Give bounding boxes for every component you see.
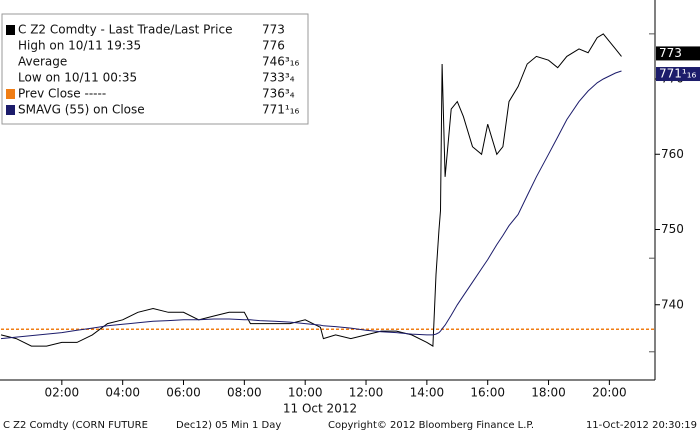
- x-tick-label: 08:00: [227, 386, 262, 400]
- legend-value: 736³₄: [262, 87, 295, 101]
- x-tick-label: 18:00: [531, 386, 566, 400]
- legend-value: 733³₄: [262, 71, 295, 85]
- last-value-label: 771¹₁₆: [659, 67, 697, 81]
- legend-swatch: [6, 105, 15, 115]
- y-tick-label: 740: [661, 297, 684, 311]
- x-tick-label: 02:00: [45, 386, 80, 400]
- last-value-box: [656, 67, 700, 82]
- footer: Copyright© 2012 Bloomberg Finance L.P.: [328, 420, 534, 431]
- y-tick-label: 750: [661, 222, 684, 236]
- last-value-label: 773: [659, 46, 682, 60]
- x-axis-label: 11 Oct 2012: [283, 402, 357, 416]
- series-line: [0, 70, 622, 340]
- x-tick-label: 14:00: [410, 386, 445, 400]
- series-line: [0, 33, 622, 347]
- legend-value: 746³₁₆: [262, 55, 300, 69]
- footer: Dec12) 05 Min 1 Day: [176, 420, 281, 431]
- x-tick-label: 06:00: [166, 386, 201, 400]
- legend-box: [1, 13, 309, 125]
- legend-value: 771¹₁₆: [262, 103, 300, 117]
- legend-label: Low on 10/11 00:35: [18, 71, 137, 85]
- footer: C Z2 Comdty (CORN FUTURE: [3, 420, 148, 431]
- x-tick-label: 10:00: [288, 386, 323, 400]
- x-tick-label: 12:00: [349, 386, 384, 400]
- x-tick-label: 04:00: [105, 386, 140, 400]
- legend-swatch: [6, 89, 15, 99]
- footer: 11-Oct-2012 20:30:19: [586, 420, 697, 431]
- y-tick-label: 760: [661, 147, 684, 161]
- legend-label: Average: [18, 55, 67, 69]
- legend-label: Prev Close -----: [18, 87, 106, 101]
- x-tick-label: 20:00: [592, 386, 627, 400]
- legend-swatch: [6, 25, 15, 35]
- x-tick-label: 16:00: [470, 386, 505, 400]
- legend-label: High on 10/11 19:35: [18, 39, 141, 53]
- legend-label: C Z2 Comdty - Last Trade/Last Price: [18, 23, 232, 37]
- legend-value: 776: [262, 39, 285, 53]
- legend-value: 773: [262, 23, 285, 37]
- legend-label: SMAVG (55) on Close: [18, 103, 145, 117]
- last-value-box: [656, 46, 700, 61]
